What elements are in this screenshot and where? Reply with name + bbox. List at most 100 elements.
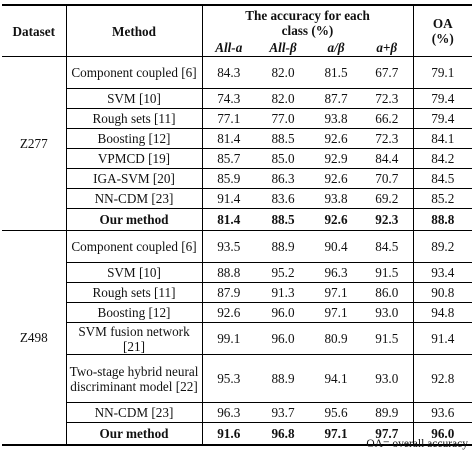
- header-dataset: Dataset: [2, 4, 67, 57]
- method-cell: SVM [10]: [66, 262, 203, 283]
- value-cell: 85.7: [202, 148, 255, 169]
- method-cell: NN-CDM [23]: [66, 188, 203, 209]
- value-cell: 91.4: [202, 188, 255, 209]
- method-cell: Rough sets [11]: [66, 282, 203, 303]
- value-cell: 84.3: [202, 56, 255, 89]
- value-cell: 92.6: [311, 168, 361, 189]
- value-cell: 96.0: [255, 302, 311, 323]
- value-cell: 90.8: [412, 282, 473, 303]
- header-accuracy-group: The accuracy for each class (%): [202, 4, 414, 38]
- value-cell: 95.6: [311, 402, 361, 423]
- table-row: Boosting [12] 81.4 88.5 92.6 72.3 84.1: [2, 128, 473, 149]
- value-cell: 67.7: [361, 56, 414, 89]
- value-cell: 72.3: [361, 128, 414, 149]
- value-cell: 66.2: [361, 108, 414, 129]
- table-row: Z277 Component coupled [6] 84.3 82.0 81.5 67.…: [2, 56, 473, 231]
- table-row: Z498 Component coupled [6] 93.5 88.9 90.4 84.…: [2, 230, 473, 446]
- value-cell: 81.4: [202, 128, 255, 149]
- table-row: Rough sets [11] 87.9 91.3 97.1 86.0 90.8: [2, 282, 473, 303]
- value-cell: 90.4: [311, 230, 361, 263]
- value-cell: 84.4: [361, 148, 414, 169]
- value-cell: 88.8: [412, 208, 473, 231]
- table-row: Our method 91.6 96.8 97.1 97.7 96.0: [2, 422, 473, 446]
- value-cell: 87.7: [311, 88, 361, 109]
- method-cell: Boosting [12]: [66, 302, 203, 323]
- value-cell: 89.2: [412, 230, 473, 263]
- value-cell: 96.3: [202, 402, 255, 423]
- value-cell: 96.8: [255, 422, 311, 446]
- table-row: SVM fusion network [21] 99.1 96.0 80.9 91.5 9…: [2, 322, 473, 355]
- value-cell: 97.1: [311, 422, 361, 446]
- table-row: NN-CDM [23] 96.3 93.7 95.6 89.9 93.6: [2, 402, 473, 423]
- value-cell: 93.4: [412, 262, 473, 283]
- value-cell: 70.7: [361, 168, 414, 189]
- header-sub-all-beta: All-β: [255, 38, 311, 57]
- value-cell: 79.1: [412, 56, 473, 89]
- value-cell: 93.6: [412, 402, 473, 423]
- value-cell: 93.7: [255, 402, 311, 423]
- value-cell: 81.4: [202, 208, 255, 231]
- value-cell: 92.3: [361, 208, 414, 231]
- value-cell: 81.5: [311, 56, 361, 89]
- value-cell: 84.5: [412, 168, 473, 189]
- table-row: IGA-SVM [20] 85.9 86.3 92.6 70.7 84.5: [2, 168, 473, 189]
- dataset-cell: Z277: [2, 56, 67, 231]
- value-cell: 94.8: [412, 302, 473, 323]
- table-row: Our method 81.4 88.5 92.6 92.3 88.8: [2, 208, 473, 231]
- method-cell: VPMCD [19]: [66, 148, 203, 169]
- header-oa: OA (%): [413, 4, 473, 57]
- value-cell: 89.9: [361, 402, 414, 423]
- value-cell: 91.3: [255, 282, 311, 303]
- value-cell: 88.9: [255, 354, 311, 403]
- value-cell: 85.9: [202, 168, 255, 189]
- method-cell: Our method: [66, 208, 203, 231]
- value-cell: 88.9: [255, 230, 311, 263]
- value-cell: 92.6: [311, 128, 361, 149]
- value-cell: 88.5: [255, 128, 311, 149]
- header-method: Method: [66, 4, 203, 57]
- value-cell: 95.3: [202, 354, 255, 403]
- value-cell: 88.8: [202, 262, 255, 283]
- value-cell: 74.3: [202, 88, 255, 109]
- value-cell: 97.1: [311, 282, 361, 303]
- value-cell: 87.9: [202, 282, 255, 303]
- value-cell: 96.0: [255, 322, 311, 355]
- value-cell: 82.0: [255, 88, 311, 109]
- dataset-cell: Z498: [2, 230, 67, 446]
- value-cell: 92.6: [202, 302, 255, 323]
- value-cell: 94.1: [311, 354, 361, 403]
- table-row: NN-CDM [23] 91.4 83.6 93.8 69.2 85.2: [2, 188, 473, 209]
- method-cell: SVM fusion network [21]: [66, 322, 203, 355]
- value-cell: 72.3: [361, 88, 414, 109]
- footnote: OA= overall accuracy: [366, 438, 468, 450]
- value-cell: 96.3: [311, 262, 361, 283]
- value-cell: 79.4: [412, 88, 473, 109]
- value-cell: 91.6: [202, 422, 255, 446]
- method-cell: Component coupled [6]: [66, 56, 203, 89]
- table-row: SVM [10] 88.8 95.2 96.3 91.5 93.4: [2, 262, 473, 283]
- value-cell: 77.0: [255, 108, 311, 129]
- table-row: SVM [10] 74.3 82.0 87.7 72.3 79.4: [2, 88, 473, 109]
- value-cell: 91.5: [361, 322, 414, 355]
- header-sub-a-plus-beta: a+β: [361, 38, 414, 57]
- results-table: Dataset Method The accuracy for each cla…: [2, 4, 473, 446]
- table-body: Z277 Component coupled [6] 84.3 82.0 81.5 67.…: [2, 56, 473, 446]
- method-cell: NN-CDM [23]: [66, 402, 203, 423]
- value-cell: 85.0: [255, 148, 311, 169]
- value-cell: 91.4: [412, 322, 473, 355]
- value-cell: 93.5: [202, 230, 255, 263]
- value-cell: 97.1: [311, 302, 361, 323]
- method-cell: Rough sets [11]: [66, 108, 203, 129]
- value-cell: 69.2: [361, 188, 414, 209]
- value-cell: 92.9: [311, 148, 361, 169]
- value-cell: 86.3: [255, 168, 311, 189]
- value-cell: 85.2: [412, 188, 473, 209]
- value-cell: 82.0: [255, 56, 311, 89]
- method-cell: SVM [10]: [66, 88, 203, 109]
- value-cell: 93.0: [361, 302, 414, 323]
- method-cell: Two-stage hybrid neural discriminant mod…: [66, 354, 203, 403]
- table-row: Rough sets [11] 77.1 77.0 93.8 66.2 79.4: [2, 108, 473, 129]
- value-cell: 93.0: [361, 354, 414, 403]
- method-cell: Component coupled [6]: [66, 230, 203, 263]
- table-row: VPMCD [19] 85.7 85.0 92.9 84.4 84.2: [2, 148, 473, 169]
